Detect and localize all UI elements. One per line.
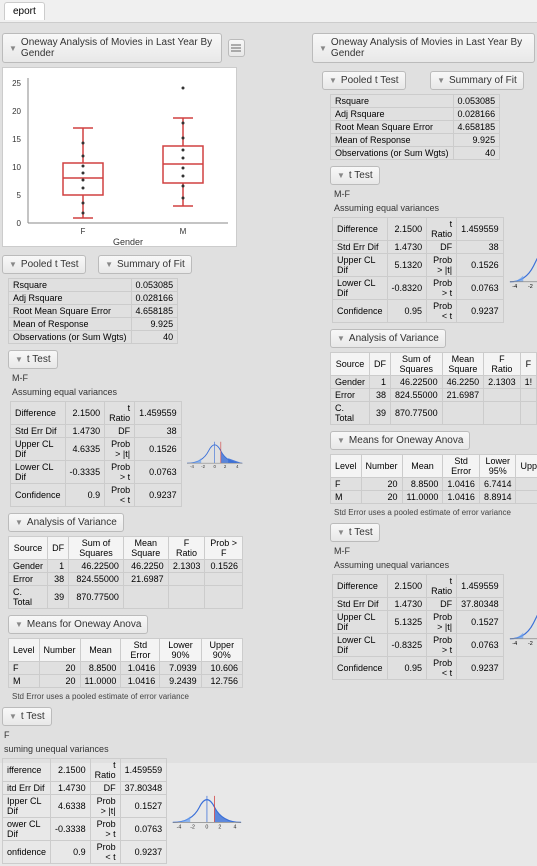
ttest-title: M-F — [8, 371, 245, 385]
header-ttest[interactable]: ▼ t Test — [8, 350, 58, 369]
svg-text:25: 25 — [12, 79, 21, 88]
rtt1-table: Difference2.1500t Ratio1.459559Std Err D… — [332, 217, 504, 323]
menu-icon[interactable] — [228, 39, 245, 57]
anova-r: SourceDFSum of SquaresMean SquareF Ratio… — [330, 352, 537, 425]
means-r: LevelNumberMeanStd ErrorLower 95%UppeF20… — [330, 454, 537, 504]
label: t Test — [27, 354, 51, 365]
svg-text:0: 0 — [17, 219, 22, 228]
svg-text:-4: -4 — [512, 641, 517, 647]
svg-text:Gender: Gender — [113, 237, 143, 247]
ttest2-table: ifference2.1500t Ratio1.459559itd Err Di… — [2, 758, 167, 864]
label: t Test — [21, 711, 45, 722]
disclosure-icon: ▼ — [337, 528, 345, 537]
label: Oneway Analysis of Movies in Last Year B… — [331, 37, 528, 59]
boxplot-chart: 0 5 10 15 20 25 — [2, 67, 237, 247]
disclosure-icon: ▼ — [15, 518, 23, 527]
svg-text:2: 2 — [224, 464, 227, 469]
header-anova-r[interactable]: ▼ Analysis of Variance — [330, 329, 446, 348]
rtt-sub: Assuming equal variances — [330, 201, 537, 215]
rtt2-table: Difference2.1500t Ratio1.459559Std Err D… — [332, 574, 504, 680]
svg-text:4: 4 — [234, 824, 237, 830]
bell-partial-2: -4 -2 — [506, 602, 537, 652]
svg-text:10: 10 — [12, 163, 21, 172]
rtt2-sub: Assuming unequal variances — [330, 558, 537, 572]
header-oneway-right[interactable]: ▼ Oneway Analysis of Movies in Last Year … — [312, 33, 535, 63]
label: Pooled t Test — [21, 259, 79, 270]
header-anova[interactable]: ▼ Analysis of Variance — [8, 513, 124, 532]
svg-text:20: 20 — [12, 107, 21, 116]
disclosure-icon: ▼ — [337, 171, 345, 180]
rtt2-title: M-F — [330, 544, 537, 558]
tab-bar: eport — [0, 0, 537, 23]
label: Means for Oneway Anova — [349, 435, 464, 446]
disclosure-icon: ▼ — [9, 712, 17, 721]
ttest-subtitle: Assuming equal variances — [8, 385, 245, 399]
svg-text:-4: -4 — [177, 824, 182, 830]
header-means-r[interactable]: ▼ Means for Oneway Anova — [330, 431, 470, 450]
header-ttest-r[interactable]: ▼ t Test — [330, 166, 380, 185]
svg-text:0: 0 — [213, 464, 216, 469]
header-pooled-t[interactable]: ▼ Pooled t Test — [2, 255, 86, 274]
bell-curve-2: -4 -2 0 2 4 — [169, 786, 245, 836]
svg-text:5: 5 — [17, 191, 22, 200]
disclosure-icon: ▼ — [9, 260, 17, 269]
summary-fit-table: Rsquare0.053085Adj Rsquare0.028166Root M… — [8, 278, 178, 344]
means-footnote: Std Error uses a pooled estimate of erro… — [8, 690, 245, 703]
label: t Test — [349, 527, 373, 538]
svg-text:-2: -2 — [528, 641, 533, 647]
header-pooled-t-r[interactable]: ▼ Pooled t Test — [322, 71, 406, 90]
label: Summary of Fit — [449, 75, 517, 86]
svg-text:M: M — [180, 227, 187, 236]
header-oneway-left[interactable]: ▼ Oneway Analysis of Movies in Last Year… — [2, 33, 222, 63]
disclosure-icon: ▼ — [337, 436, 345, 445]
svg-text:-2: -2 — [190, 824, 195, 830]
svg-text:F: F — [81, 227, 86, 236]
means-foot-r: Std Error uses a pooled estimate of erro… — [330, 506, 537, 519]
svg-text:4: 4 — [236, 464, 239, 469]
disclosure-icon: ▼ — [15, 620, 23, 629]
svg-text:-2: -2 — [528, 284, 533, 290]
header-ttest2[interactable]: ▼ t Test — [2, 707, 52, 726]
label: Analysis of Variance — [27, 517, 117, 528]
svg-text:-4: -4 — [190, 464, 194, 469]
bell-curve: -4 -2 0 2 4 — [184, 429, 245, 479]
svg-text:15: 15 — [12, 135, 21, 144]
disclosure-icon: ▼ — [15, 355, 23, 364]
svg-text:0: 0 — [206, 824, 209, 830]
disclosure-icon: ▼ — [319, 44, 327, 53]
header-ttest2-r[interactable]: ▼ t Test — [330, 523, 380, 542]
tab-report[interactable]: eport — [4, 2, 45, 20]
label: Pooled t Test — [341, 75, 399, 86]
label: Analysis of Variance — [349, 333, 439, 344]
disclosure-icon: ▼ — [337, 334, 345, 343]
label: Summary of Fit — [117, 259, 185, 270]
svg-text:2: 2 — [218, 824, 221, 830]
right-panel: ▼ Oneway Analysis of Movies in Last Year … — [310, 31, 537, 591]
svg-text:-4: -4 — [512, 284, 517, 290]
ttest1-table: Difference2.1500t Ratio1.459559Std Err D… — [10, 401, 182, 507]
means-table: LevelNumberMeanStd ErrorLower 90%Upper 9… — [8, 638, 243, 688]
header-label: Oneway Analysis of Movies in Last Year B… — [21, 37, 215, 59]
header-summary-r[interactable]: ▼ Summary of Fit — [430, 71, 524, 90]
bell-partial: -4 -2 — [506, 245, 537, 295]
disclosure-icon: ▼ — [9, 44, 17, 53]
disclosure-icon: ▼ — [437, 76, 445, 85]
header-means[interactable]: ▼ Means for Oneway Anova — [8, 615, 148, 634]
main-area: ▼ Oneway Analysis of Movies in Last Year… — [0, 23, 537, 763]
left-panel: ▼ Oneway Analysis of Movies in Last Year… — [0, 31, 245, 751]
rtt-title: M-F — [330, 187, 537, 201]
header-summary-fit[interactable]: ▼ Summary of Fit — [98, 255, 192, 274]
disclosure-icon: ▼ — [329, 76, 337, 85]
summary-fit-r: Rsquare0.053085Adj Rsquare0.028166Root M… — [330, 94, 500, 160]
anova-table: SourceDFSum of SquaresMean SquareF Ratio… — [8, 536, 243, 609]
ttest2-subtitle: suming unequal variances — [0, 742, 245, 756]
ttest2-title: F — [0, 728, 245, 742]
label: t Test — [349, 170, 373, 181]
label: Means for Oneway Anova — [27, 619, 142, 630]
svg-text:-2: -2 — [201, 464, 205, 469]
disclosure-icon: ▼ — [105, 260, 113, 269]
